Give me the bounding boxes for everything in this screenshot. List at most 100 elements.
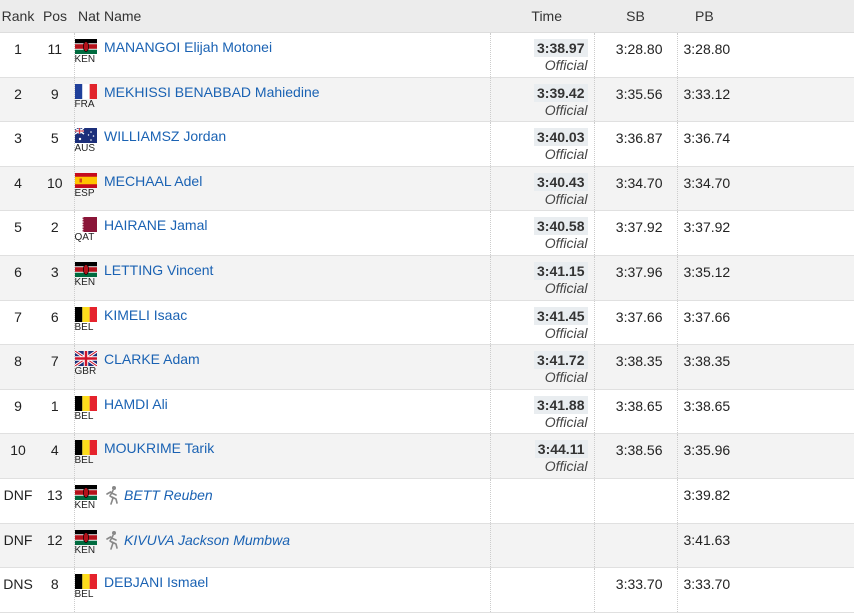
name-cell: HAIRANE Jamal (104, 210, 490, 256)
pb-cell: 3:35.12 (677, 255, 854, 301)
pb-value: 3:35.12 (683, 263, 731, 280)
header-time[interactable]: Time (490, 0, 594, 33)
pb-value: 3:33.70 (683, 576, 731, 593)
time-cell: 3:44.11 Official (489, 433, 595, 479)
nat-cell: FRA (73, 77, 104, 123)
athlete-name-link[interactable]: CLARKE Adam (104, 351, 200, 368)
sb-value: 3:38.65 (615, 397, 663, 414)
pos-value: 3 (50, 263, 59, 280)
time-status: Official (544, 190, 588, 207)
table-row: DNS 8 BEL DEBJANI Ismael 3:33.70 3:33.70 (0, 567, 854, 613)
table-row: 1 11 KEN MANANGOI Elijah Motonei 3:38.97 Offi… (0, 32, 854, 78)
rank-cell: 10 (0, 433, 36, 479)
pos-cell: 6 (36, 300, 74, 346)
time-value: 3:41.72 (534, 351, 588, 370)
header-name[interactable]: Name (104, 0, 490, 33)
sb-cell: 3:38.65 (594, 389, 678, 435)
name-cell: MECHAAL Adel (104, 166, 490, 212)
nat-cell: BEL (73, 433, 104, 479)
pos-cell: 8 (36, 567, 74, 613)
nat-code: KEN (74, 544, 96, 556)
athlete-name-link[interactable]: HAMDI Ali (104, 395, 168, 412)
header-rank[interactable]: Rank (0, 0, 36, 33)
athlete-name-link[interactable]: MECHAAL Adel (104, 172, 203, 189)
flag-icon (74, 484, 97, 500)
athlete-name-link[interactable]: HAIRANE Jamal (104, 217, 208, 234)
name-cell: MANANGOI Elijah Motonei (104, 32, 490, 78)
rank-value: 4 (14, 174, 22, 191)
rank-cell: 9 (0, 389, 36, 435)
pb-cell: 3:33.12 (677, 77, 854, 123)
sb-cell: 3:34.70 (594, 166, 678, 212)
pos-cell: 12 (36, 523, 74, 569)
table-row: 10 4 BEL MOUKRIME Tarik 3:44.11 Official 3:38.… (0, 433, 854, 479)
nat-cell: BEL (73, 567, 104, 613)
nat-code: BEL (74, 589, 94, 601)
name-cell: MOUKRIME Tarik (104, 433, 490, 479)
sb-value: 3:38.35 (615, 353, 663, 370)
rank-cell: 7 (0, 300, 36, 346)
time-status: Official (544, 458, 588, 475)
nat-cell: BEL (73, 300, 104, 346)
time-status: Official (544, 413, 588, 430)
pb-cell: 3:41.63 (677, 523, 854, 569)
pos-value: 4 (50, 442, 59, 459)
athlete-name-link[interactable]: MEKHISSI BENABBAD Mahiedine (104, 83, 320, 100)
time-cell: 3:40.58 Official (489, 210, 595, 256)
pb-cell: 3:28.80 (677, 32, 854, 78)
time-value: 3:40.03 (534, 128, 588, 147)
pb-cell: 3:38.35 (677, 344, 854, 390)
time-value: 3:39.42 (534, 83, 588, 102)
rank-cell: DNS (0, 567, 36, 613)
flag-icon (74, 351, 97, 367)
time-value: 3:44.11 (534, 440, 588, 459)
time-cell: 3:40.03 Official (489, 121, 595, 167)
sb-value: 3:34.70 (615, 174, 663, 191)
athlete-name-link[interactable]: KIVUVA Jackson Mumbwa (124, 531, 290, 548)
rank-value: 3 (14, 130, 22, 147)
sb-cell: 3:37.96 (594, 255, 678, 301)
header-nat[interactable]: Nat (74, 0, 104, 33)
athlete-name-link[interactable]: LETTING Vincent (104, 261, 214, 278)
pb-cell: 3:33.70 (677, 567, 854, 613)
header-pos[interactable]: Pos (36, 0, 74, 33)
athlete-name-link[interactable]: WILLIAMSZ Jordan (104, 128, 227, 145)
sb-cell: 3:28.80 (594, 32, 678, 78)
athlete-name-link[interactable]: MANANGOI Elijah Motonei (104, 39, 273, 55)
flag-icon (74, 440, 97, 456)
pos-cell: 4 (36, 433, 74, 479)
runner-icon (106, 530, 118, 550)
pb-cell: 3:34.70 (677, 166, 854, 212)
flag-icon (74, 217, 97, 233)
athlete-name-link[interactable]: BETT Reuben (124, 486, 213, 503)
pos-value: 12 (46, 531, 63, 548)
time-status: Official (544, 369, 588, 386)
name-cell: WILLIAMSZ Jordan (104, 121, 490, 167)
rank-value: 6 (14, 263, 22, 280)
athlete-name-link[interactable]: MOUKRIME Tarik (104, 440, 215, 457)
time-value: 3:41.45 (534, 306, 588, 325)
pb-cell: 3:37.92 (677, 210, 854, 256)
header-pb[interactable]: PB (677, 0, 854, 33)
athlete-name-link[interactable]: DEBJANI Ismael (104, 574, 209, 591)
flag-icon (74, 306, 97, 322)
table-body: 1 11 KEN MANANGOI Elijah Motonei 3:38.97 Offi… (0, 32, 854, 613)
rank-cell: 3 (0, 121, 36, 167)
pos-cell: 7 (36, 344, 74, 390)
pos-value: 8 (50, 576, 59, 593)
sb-value: 3:35.56 (615, 85, 663, 102)
sb-cell (594, 523, 678, 569)
header-sb[interactable]: SB (594, 0, 677, 33)
nat-code: BEL (74, 321, 94, 333)
runner-icon (106, 485, 118, 505)
time-cell: 3:41.72 Official (489, 344, 595, 390)
athlete-name-link[interactable]: KIMELI Isaac (104, 306, 188, 323)
time-status: Official (544, 235, 588, 252)
table-header: Rank Pos Nat Name Time SB PB (0, 0, 854, 33)
flag-icon (74, 574, 97, 590)
nat-code: ESP (74, 187, 95, 199)
nat-cell: KEN (73, 255, 104, 301)
pb-value: 3:35.96 (683, 442, 731, 459)
pos-value: 7 (50, 353, 59, 370)
nat-code: KEN (74, 276, 96, 288)
